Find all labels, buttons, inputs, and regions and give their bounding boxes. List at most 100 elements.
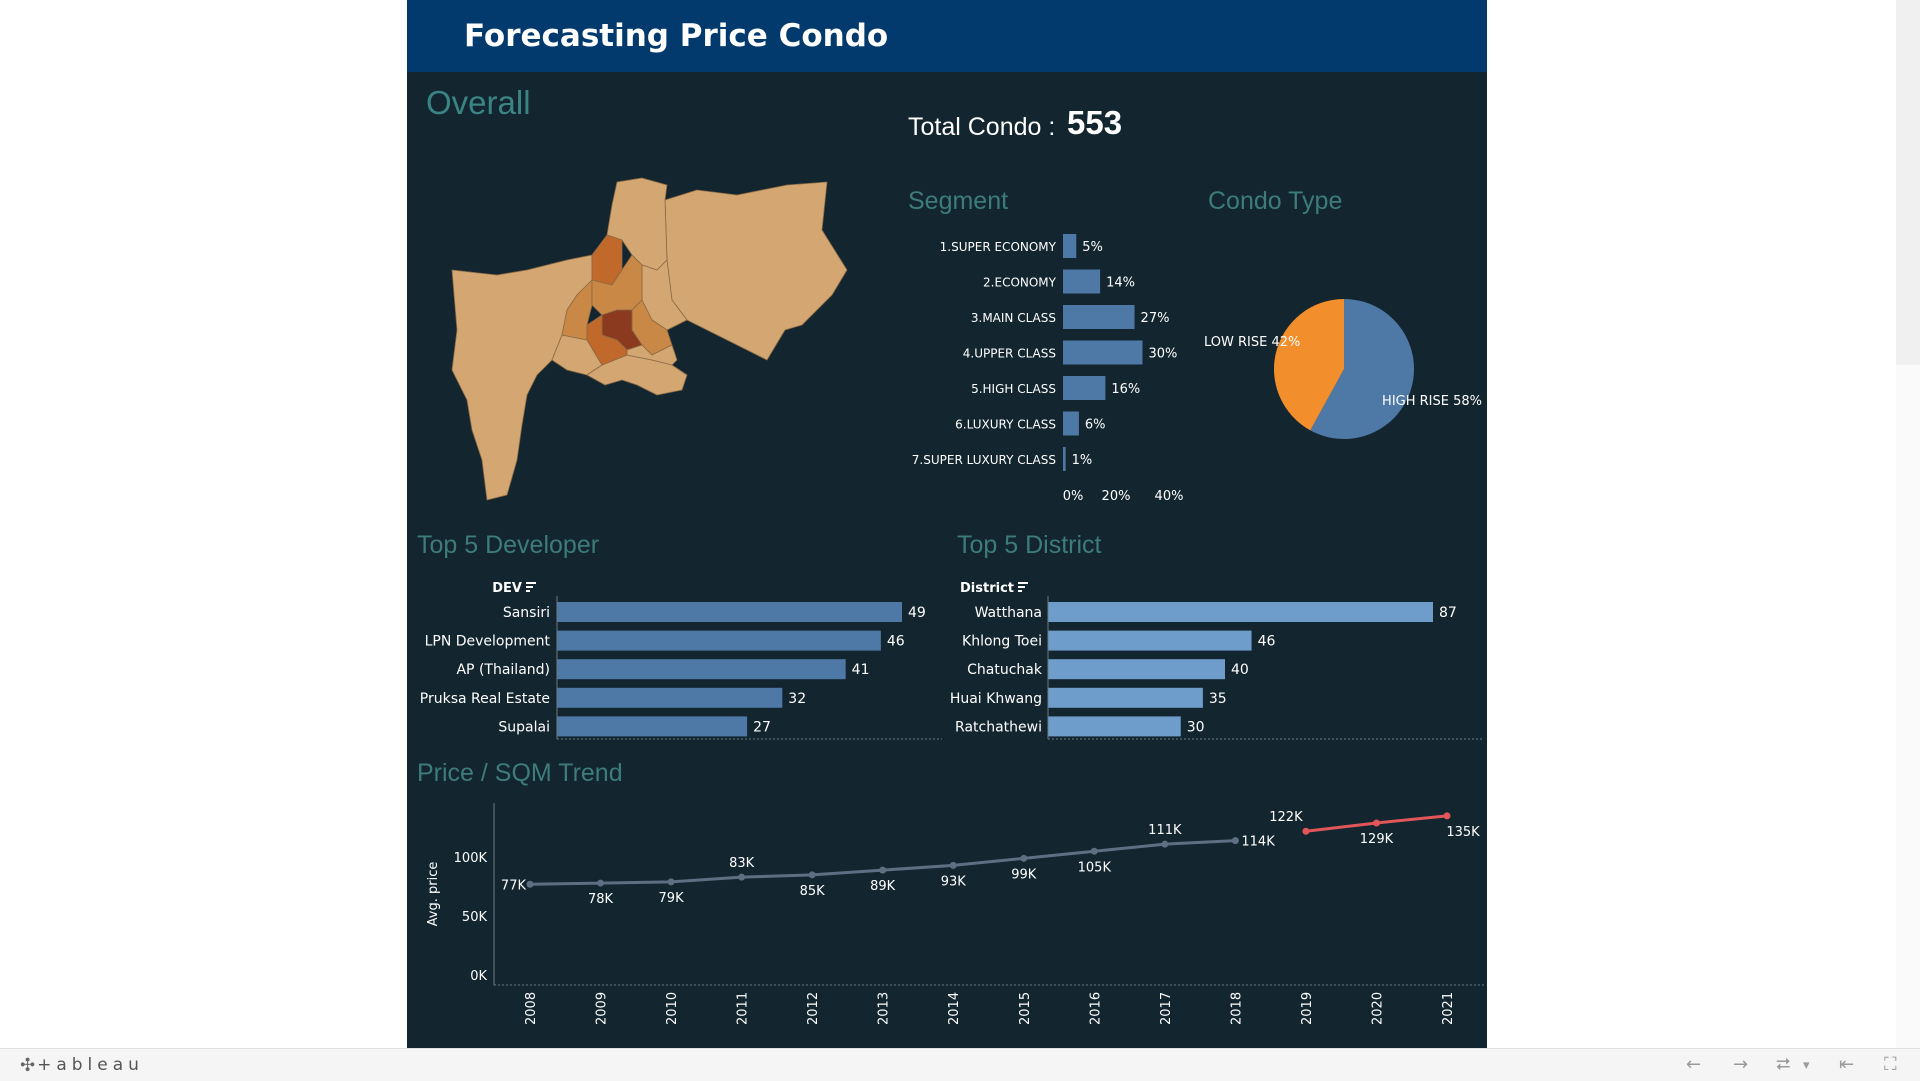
bar-value-label: 87 (1439, 605, 1457, 621)
district-bar-chart: District Watthana 87 Khlong Toei 46 Chatuchak… (950, 581, 1484, 740)
bangkok-district-map[interactable] (427, 160, 867, 510)
top5-bar[interactable] (557, 630, 881, 651)
top5-bar[interactable] (557, 602, 902, 622)
tableau-toolbar: ✣ +ableau ← → ⮂ ▾ ⇤ ⛶ (0, 1048, 1920, 1081)
top5-bar[interactable] (1048, 716, 1181, 737)
segment-x-tick: 0% (1063, 489, 1084, 504)
trend-point[interactable] (808, 871, 816, 879)
price-trend-title: Price / SQM Trend (417, 759, 623, 787)
top-developer-title: Top 5 Developer (417, 531, 600, 559)
trend-point[interactable] (738, 873, 746, 881)
segment-bar[interactable] (1063, 234, 1077, 258)
dashboard: Forecasting Price Condo Overall Total Co… (407, 0, 1487, 1048)
forward-arrow-icon[interactable]: → (1733, 1054, 1749, 1075)
segment-bar[interactable] (1063, 411, 1079, 436)
top5-bar[interactable] (1048, 687, 1203, 708)
map-region-east[interactable] (664, 181, 848, 361)
trend-x-tick: 2017 (1159, 992, 1174, 1025)
trend-value-label: 122K (1269, 810, 1303, 825)
trend-x-tick: 2013 (877, 992, 892, 1025)
trend-value-label: 79K (659, 891, 685, 906)
segment-category-label: 3.MAIN CLASS (971, 311, 1056, 325)
top5-bar[interactable] (1048, 630, 1252, 651)
segment-bar[interactable] (1063, 340, 1143, 365)
share-icon[interactable]: ⮂ (1776, 1054, 1791, 1075)
bar-category-label: Chatuchak (967, 662, 1043, 678)
trend-series-line[interactable] (1305, 814, 1448, 833)
trend-x-tick: 2021 (1441, 992, 1456, 1025)
trend-point[interactable] (1161, 840, 1169, 848)
trend-point[interactable] (1231, 837, 1239, 845)
bar-value-label: 49 (908, 605, 926, 621)
segment-category-label: 7.SUPER LUXURY CLASS (912, 453, 1056, 467)
sort-icon-bar (526, 586, 533, 588)
segment-bar[interactable] (1063, 447, 1066, 471)
top5-bar[interactable] (557, 687, 783, 708)
top5-bar[interactable] (1048, 602, 1433, 622)
sort-icon-bar (526, 590, 530, 592)
trend-value-label: 93K (941, 874, 967, 889)
trend-point[interactable] (597, 879, 605, 887)
top5-bar[interactable] (557, 659, 846, 680)
trend-point[interactable] (1302, 827, 1310, 835)
trend-point[interactable] (1372, 819, 1380, 827)
map-region-center-west[interactable] (561, 279, 593, 341)
trend-point[interactable] (1443, 812, 1451, 820)
pie-slice[interactable] (1274, 299, 1344, 431)
segment-value-label: 5% (1082, 240, 1103, 255)
trend-x-tick: 2020 (1370, 992, 1385, 1025)
sort-icon[interactable] (1018, 582, 1028, 584)
trend-point[interactable] (879, 866, 887, 874)
trend-point[interactable] (1090, 847, 1098, 855)
segment-bar[interactable] (1063, 269, 1101, 294)
trend-x-tick: 2018 (1229, 992, 1244, 1025)
segment-bar[interactable] (1063, 305, 1135, 329)
trend-value-label: 129K (1360, 832, 1394, 847)
price-trend-line-chart: 0K 50K 100K Avg. price 2008 2009 2010 2011 2012 2… (426, 803, 1484, 1025)
segment-bar[interactable] (1063, 376, 1106, 400)
top5-bar[interactable] (1048, 659, 1226, 680)
segment-category-label: 4.UPPER CLASS (963, 347, 1056, 361)
bar-category-label: Pruksa Real Estate (420, 691, 550, 707)
trend-x-tick: 2014 (947, 992, 962, 1025)
page-scrollbar-thumb[interactable] (1896, 0, 1920, 365)
reset-icon[interactable]: ⇤ (1839, 1054, 1855, 1075)
total-condo-label: Total Condo : (908, 113, 1056, 141)
bar-value-label: 27 (753, 719, 771, 735)
tableau-logo-text: +ableau (37, 1055, 144, 1075)
trend-x-tick: 2019 (1300, 992, 1315, 1025)
trend-value-label: 83K (729, 856, 755, 871)
top5-bar[interactable] (557, 716, 748, 737)
segment-value-label: 27% (1141, 311, 1170, 326)
bar-value-label: 46 (887, 634, 905, 650)
pie-slice[interactable] (1310, 299, 1414, 440)
back-arrow-icon[interactable]: ← (1686, 1054, 1702, 1075)
condo-type-title: Condo Type (1208, 187, 1343, 215)
trend-point[interactable] (667, 878, 675, 886)
tableau-logo[interactable]: ✣ +ableau (20, 1055, 144, 1076)
segment-title: Segment (908, 187, 1009, 215)
bar-value-label: 35 (1209, 691, 1227, 707)
bar-category-label: Supalai (498, 719, 550, 735)
trend-point[interactable] (1020, 854, 1028, 862)
sort-icon[interactable] (526, 582, 536, 584)
map-region-riverside[interactable] (626, 344, 678, 366)
bar-value-label: 41 (852, 662, 870, 678)
bar-value-label: 30 (1187, 719, 1205, 735)
segment-value-label: 6% (1085, 418, 1106, 433)
trend-value-label: 89K (870, 879, 896, 894)
bar-category-label: Khlong Toei (962, 634, 1042, 650)
bar-category-label: AP (Thailand) (456, 662, 550, 678)
trend-point[interactable] (526, 880, 534, 888)
trend-x-tick: 2009 (595, 992, 610, 1025)
dashboard-header: Forecasting Price Condo (407, 0, 1487, 72)
share-menu-chevron-icon[interactable]: ▾ (1803, 1058, 1810, 1073)
segment-x-tick: 20% (1102, 489, 1131, 504)
total-condo-value: 553 (1067, 104, 1123, 141)
trend-point[interactable] (949, 861, 957, 869)
segment-bar-chart: 1.SUPER ECONOMY 5% 2.ECONOMY 14% 3.MAIN CLAS… (912, 234, 1183, 504)
trend-series-line[interactable] (529, 839, 1236, 886)
segment-value-label: 16% (1111, 382, 1140, 397)
fullscreen-icon[interactable]: ⛶ (1884, 1054, 1897, 1075)
map-region-west[interactable] (451, 254, 593, 501)
